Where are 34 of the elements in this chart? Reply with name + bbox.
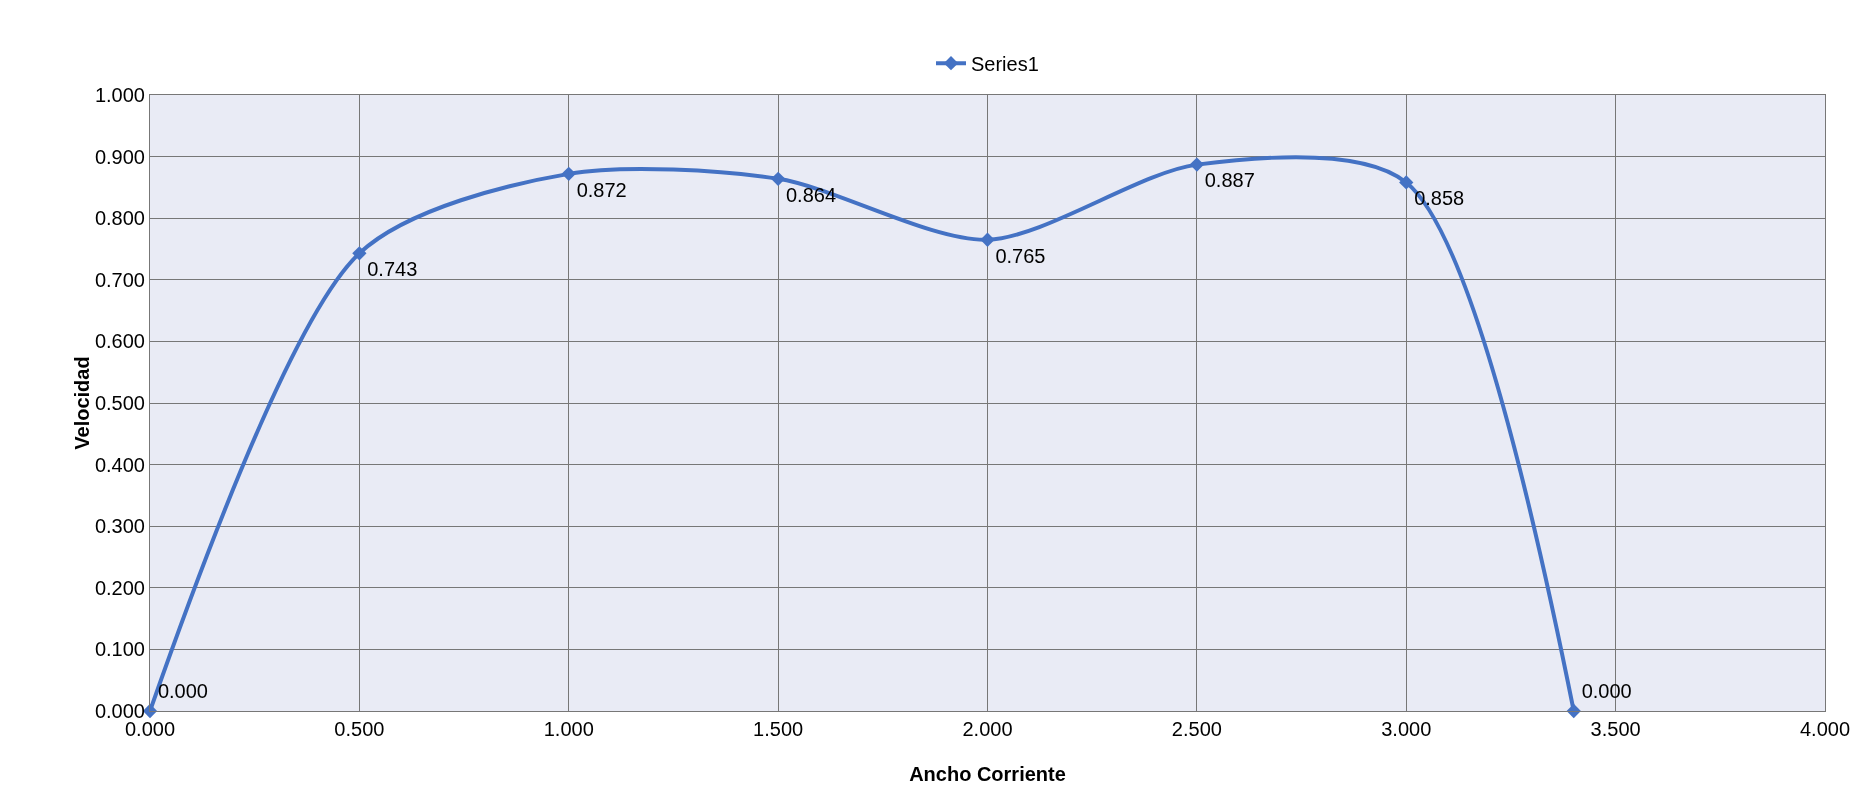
x-tick-label: 1.500 [753,718,804,740]
x-tick-label: 0.500 [334,718,385,740]
y-tick-label: 0.500 [94,392,145,414]
x-axis-title: Ancho Corriente [909,763,1066,785]
point [561,166,576,181]
x-tick-label: 2.000 [962,718,1013,740]
y-tick-label: 0.700 [94,268,145,291]
data-label: 0.743 [367,258,418,281]
point [1189,157,1205,172]
x-tick-label: 4.000 [1799,718,1851,740]
x-tick-label: 3.500 [1590,718,1641,740]
y-tick-label: 1.000 [94,84,145,106]
y-tick-label: 0.600 [94,330,145,353]
data-label: 0.887 [1204,169,1255,192]
x-tick-label: 1.000 [543,718,594,740]
y-tick-label: 0.800 [94,207,145,230]
point [352,246,367,261]
x-tick-label: 2.500 [1171,718,1222,740]
y-tick-label: 0.200 [94,576,145,599]
data-label: 0.000 [157,680,208,703]
y-axis-title: Velocidad [70,356,93,450]
y-tick-label: 0.300 [94,515,145,538]
point [980,232,995,247]
legend-label: Series1 [971,52,1039,75]
y-tick-label: 0.400 [94,453,145,476]
data-label: 0.872 [576,178,627,201]
point [1399,175,1414,190]
y-tick-label: 0.100 [94,638,145,661]
x-tick-label: 3.000 [1381,718,1432,740]
y-tick-label: 0.900 [94,145,145,168]
point [770,171,786,186]
data-label: 0.864 [786,183,837,206]
data-label: 0.000 [1581,680,1632,703]
data-label: 0.765 [995,244,1046,267]
